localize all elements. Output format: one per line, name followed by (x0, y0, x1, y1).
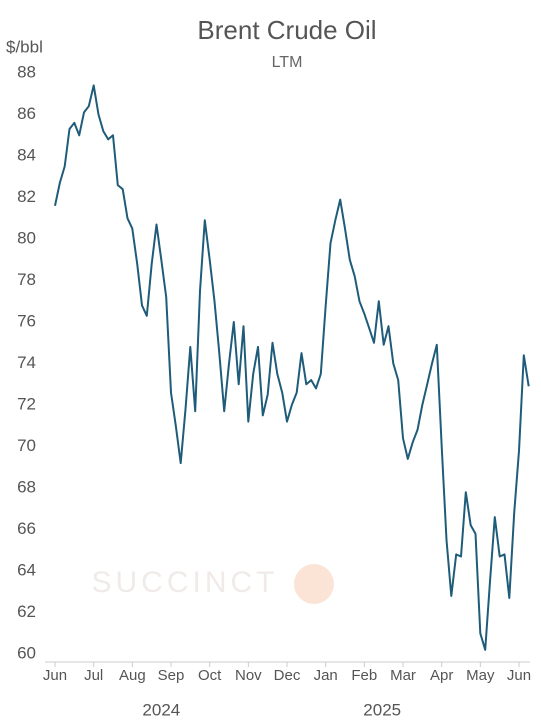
x-tick-label: Nov (235, 667, 262, 684)
y-tick-label: 72 (17, 394, 36, 413)
x-tick-label: Aug (119, 667, 146, 684)
x-tick-label: May (466, 667, 495, 684)
x-tick-label: Sep (158, 667, 185, 684)
x-group-label: 2025 (363, 700, 401, 719)
price-line (54, 84, 530, 651)
chart-subtitle: LTM (272, 54, 303, 71)
chart-title: Brent Crude Oil (197, 15, 376, 45)
x-tick-label: Dec (274, 667, 301, 684)
y-tick-label: 62 (17, 602, 36, 621)
y-tick-label: 88 (17, 62, 36, 81)
y-tick-label: 70 (17, 436, 36, 455)
x-tick-label: Mar (390, 667, 416, 684)
x-tick-label: Jan (314, 667, 338, 684)
y-axis-label: $/bbl (6, 37, 43, 56)
x-tick-label: Jun (507, 667, 531, 684)
y-tick-label: 84 (17, 145, 36, 164)
y-tick-label: 80 (17, 228, 36, 247)
x-group-label: 2024 (142, 700, 180, 719)
watermark: SUCCINCT (92, 566, 279, 599)
x-tick-label: Feb (351, 667, 377, 684)
y-tick-label: 86 (17, 104, 36, 123)
y-tick-label: 82 (17, 187, 36, 206)
x-tick-label: Jun (43, 667, 67, 684)
y-tick-label: 78 (17, 270, 36, 289)
y-tick-label: 60 (17, 643, 36, 662)
y-tick-label: 74 (17, 353, 36, 372)
y-tick-label: 64 (17, 560, 36, 579)
y-tick-label: 76 (17, 311, 36, 330)
y-tick-label: 68 (17, 477, 36, 496)
x-tick-label: Oct (198, 667, 222, 684)
x-tick-label: Apr (430, 667, 453, 684)
x-tick-label: Jul (84, 667, 103, 684)
watermark-logo (294, 564, 334, 604)
y-tick-label: 66 (17, 519, 36, 538)
